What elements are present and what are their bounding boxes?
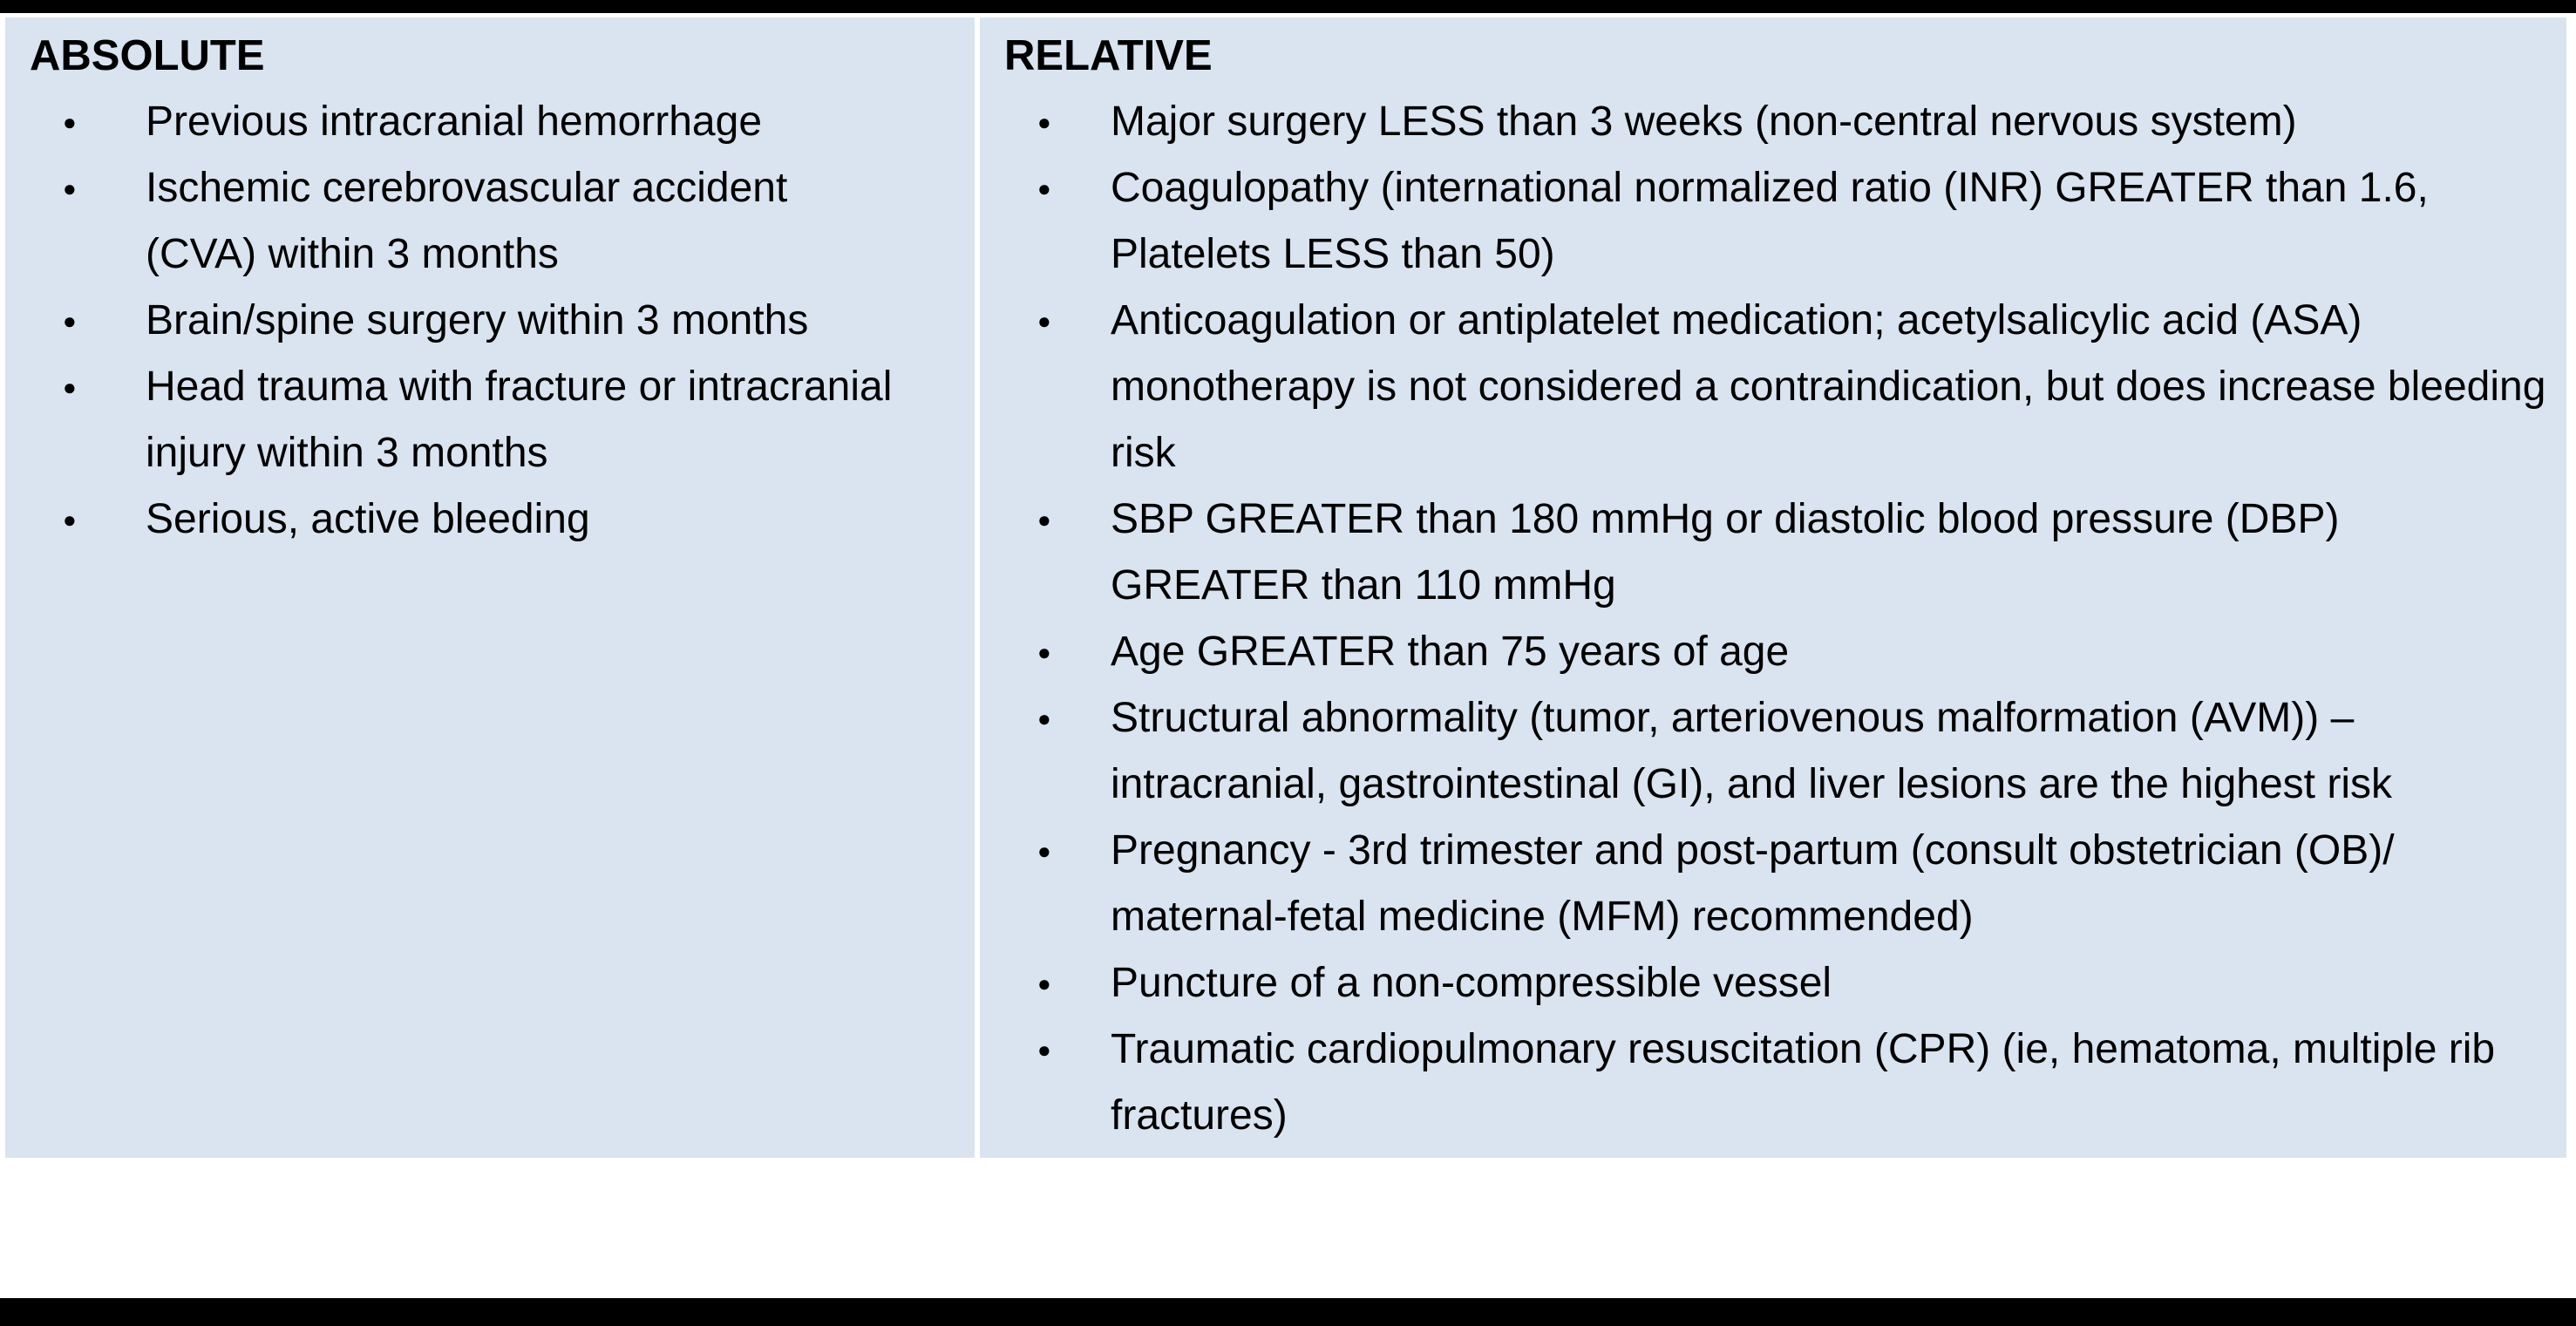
top-border-bar <box>0 0 2576 13</box>
list-item: ● Major surgery LESS than 3 weeks (non-c… <box>1037 89 2549 155</box>
bullet-icon: ● <box>1037 838 1051 864</box>
bullet-icon: ● <box>63 109 77 135</box>
list-item-text: Previous intracranial hemorrhage <box>146 99 763 145</box>
bottom-border-bar <box>0 1298 2576 1326</box>
relative-column-header: RELATIVE <box>1004 32 1213 79</box>
list-item: ● Pregnancy - 3rd trimester and post-par… <box>1037 818 2549 950</box>
list-item: ● Ischemic cerebrovascular accident (CVA… <box>63 155 905 288</box>
absolute-column-header: ABSOLUTE <box>30 32 265 79</box>
list-item: ● SBP GREATER than 180 mmHg or diastolic… <box>1037 486 2549 619</box>
absolute-column: ABSOLUTE ● Previous intracranial hemorrh… <box>5 17 975 1158</box>
relative-bullet-list: ● Major surgery LESS than 3 weeks (non-c… <box>980 89 2566 1149</box>
list-item-text: Head trauma with fracture or intracrania… <box>146 364 893 476</box>
list-item-text: Age GREATER than 75 years of age <box>1111 629 1790 675</box>
list-item: ● Puncture of a non-compressible vessel <box>1037 950 2549 1017</box>
relative-column: RELATIVE ● Major surgery LESS than 3 wee… <box>980 17 2566 1158</box>
bullet-icon: ● <box>63 374 77 400</box>
list-item-text: Anticoagulation or antiplatelet medicati… <box>1111 297 2546 476</box>
list-item-text: Ischemic cerebrovascular accident (CVA) … <box>146 165 788 277</box>
list-item: ● Coagulopathy (international normalized… <box>1037 155 2549 288</box>
list-item: ● Age GREATER than 75 years of age <box>1037 619 2549 685</box>
bullet-icon: ● <box>1037 1037 1051 1063</box>
list-item: ● Anticoagulation or antiplatelet medica… <box>1037 288 2549 486</box>
bullet-icon: ● <box>63 507 77 533</box>
bullet-icon: ● <box>1037 109 1051 135</box>
list-item-text: Coagulopathy (international normalized r… <box>1111 165 2429 277</box>
list-item-text: Traumatic cardiopulmonary resuscitation … <box>1111 1026 2496 1139</box>
list-item-text: Pregnancy - 3rd trimester and post-partu… <box>1111 827 2395 940</box>
list-item: ● Traumatic cardiopulmonary resuscitatio… <box>1037 1017 2549 1149</box>
contraindications-table: ABSOLUTE ● Previous intracranial hemorrh… <box>5 17 2566 1158</box>
list-item-text: Brain/spine surgery within 3 months <box>146 297 809 343</box>
list-item: ● Structural abnormality (tumor, arterio… <box>1037 685 2549 818</box>
list-item-text: SBP GREATER than 180 mmHg or diastolic b… <box>1111 496 2340 609</box>
bullet-icon: ● <box>1037 705 1051 731</box>
bullet-icon: ● <box>1037 970 1051 996</box>
bullet-icon: ● <box>1037 507 1051 533</box>
bullet-icon: ● <box>1037 639 1051 665</box>
bullet-icon: ● <box>1037 175 1051 201</box>
bullet-icon: ● <box>63 175 77 201</box>
list-item-text: Major surgery LESS than 3 weeks (non-cen… <box>1111 99 2297 145</box>
list-item: ● Brain/spine surgery within 3 months <box>63 288 905 354</box>
list-item: ● Previous intracranial hemorrhage <box>63 89 905 155</box>
list-item: ● Head trauma with fracture or intracran… <box>63 354 905 486</box>
bullet-icon: ● <box>1037 308 1051 334</box>
bullet-icon: ● <box>63 308 77 334</box>
list-item: ● Serious, active bleeding <box>63 486 905 553</box>
list-item-text: Structural abnormality (tumor, arteriove… <box>1111 695 2392 807</box>
list-item-text: Puncture of a non-compressible vessel <box>1111 960 1832 1006</box>
list-item-text: Serious, active bleeding <box>146 496 590 542</box>
absolute-bullet-list: ● Previous intracranial hemorrhage ● Isc… <box>5 89 975 553</box>
